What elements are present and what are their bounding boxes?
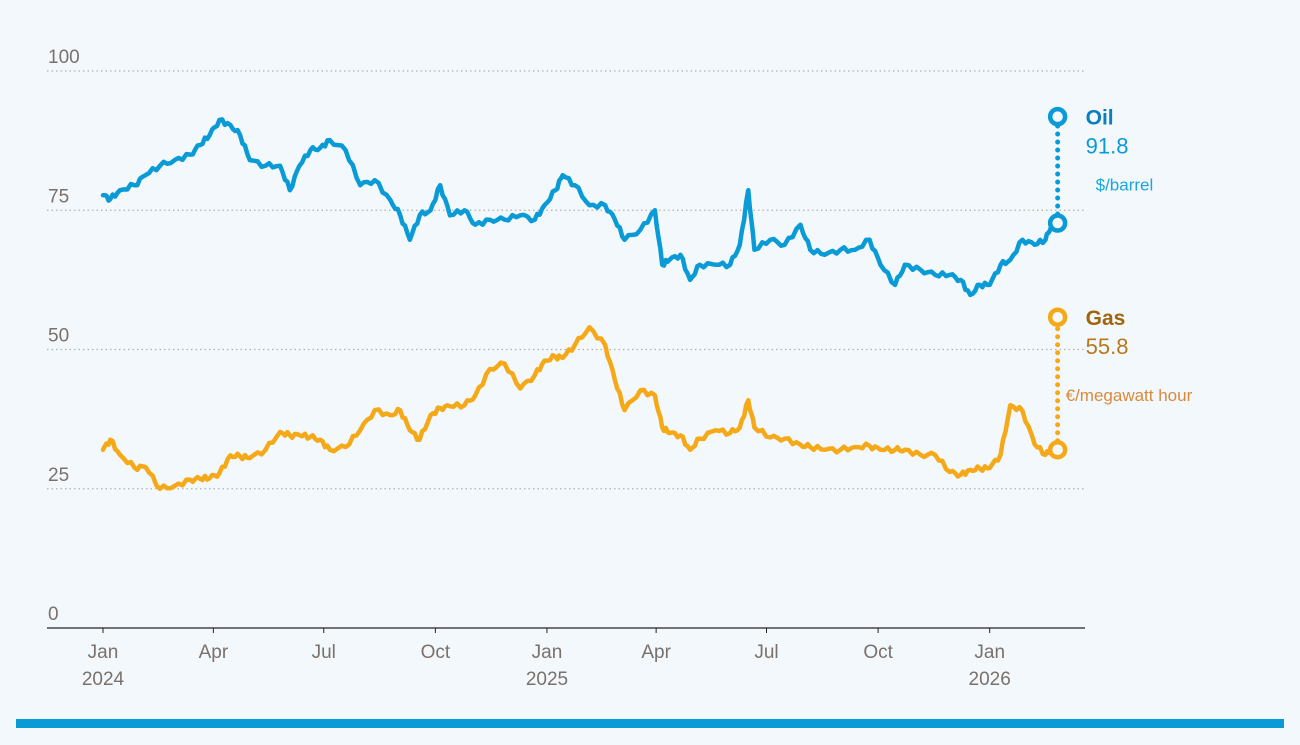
- series-unit: €/megawatt hour: [1066, 386, 1193, 405]
- x-tick-year: 2026: [969, 669, 1011, 690]
- end-marker: [1047, 213, 1068, 233]
- x-tick-label: Jul: [754, 642, 778, 663]
- footer-accent-bar: [16, 719, 1284, 728]
- x-tick-year: 2024: [82, 669, 125, 690]
- x-tick-label: Oct: [421, 642, 451, 663]
- y-tick-label: 75: [48, 186, 69, 207]
- y-tick-label: 25: [48, 465, 69, 486]
- latest-marker: [1047, 307, 1068, 327]
- series-label: Gas: [1086, 307, 1126, 330]
- y-tick-label: 0: [48, 604, 59, 625]
- x-tick-label: Jan: [88, 642, 119, 663]
- y-tick-label: 50: [48, 326, 69, 347]
- y-tick-label: 100: [48, 47, 80, 68]
- series-label: Oil: [1086, 107, 1114, 130]
- x-tick-label: Oct: [863, 642, 893, 663]
- series-line-gas: [100, 324, 1060, 492]
- series-latest-value: 91.8: [1086, 134, 1129, 159]
- x-tick-label: Apr: [641, 642, 671, 663]
- latest-marker: [1047, 106, 1068, 127]
- x-tick-label: Jan: [532, 642, 563, 663]
- series-unit: $/barrel: [1096, 176, 1154, 195]
- x-tick-label: Jan: [974, 642, 1005, 663]
- x-tick-label: Jul: [312, 642, 336, 663]
- x-tick-label: Apr: [199, 642, 229, 663]
- series-line-oil: [100, 117, 1060, 298]
- series-latest-value: 55.8: [1086, 334, 1129, 359]
- end-marker: [1047, 440, 1068, 460]
- x-tick-year: 2025: [526, 669, 568, 690]
